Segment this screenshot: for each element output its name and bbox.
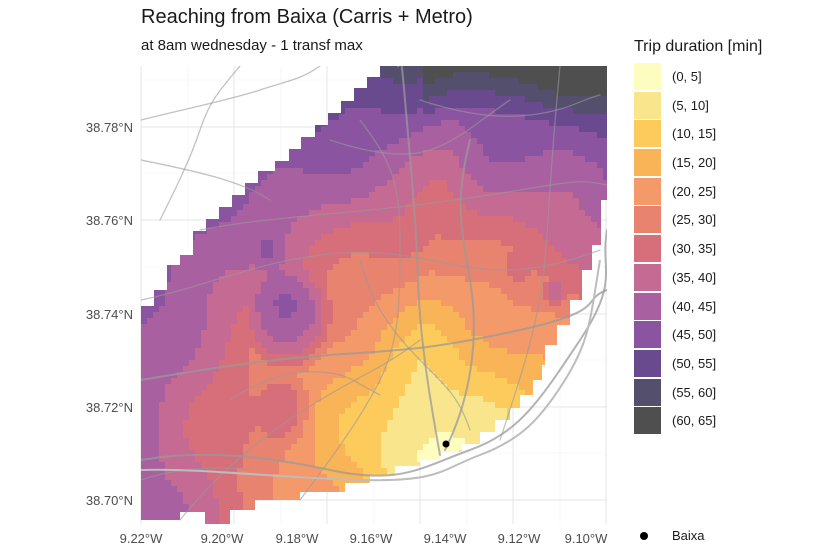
x-tick-label: 9.14°W [424, 531, 468, 546]
legend-label: (45, 50] [672, 327, 717, 343]
y-axis-labels: 38.78°N 38.76°N 38.74°N 38.72°N 38.70°N [86, 120, 133, 508]
legend-item: (35, 40] [634, 263, 784, 293]
y-tick-label: 38.76°N [86, 213, 133, 228]
y-tick-label: 38.74°N [86, 307, 133, 322]
legend-item: (55, 60] [634, 378, 784, 408]
legend-label: (55, 60] [672, 384, 717, 400]
legend-label: (15, 20] [672, 155, 717, 171]
x-tick-label: 9.22°W [120, 531, 164, 546]
legend-swatch [634, 149, 661, 177]
x-tick-label: 9.20°W [201, 531, 245, 546]
legend-item: (50, 55] [634, 349, 784, 379]
origin-point-baixa[interactable] [442, 440, 450, 448]
legend-label: (50, 55] [672, 355, 717, 371]
legend-item: (30, 35] [634, 235, 784, 264]
legend-item: (10, 15] [634, 120, 784, 149]
legend-item: (45, 50] [634, 321, 784, 350]
legend-label: (40, 45] [672, 298, 717, 314]
legend-items: (0, 5] (5, 10] (10, 15] (15, 20] (20, 25] (25… [634, 63, 784, 436]
legend-swatch [634, 407, 661, 435]
y-tick-label: 38.78°N [86, 120, 133, 135]
point-legend-label: Baixa [672, 528, 705, 543]
legend-swatch [634, 63, 661, 90]
legend-item: (5, 10] [634, 91, 784, 121]
chart-subtitle: at 8am wednesday - 1 transf max [141, 37, 363, 54]
legend-swatch [634, 321, 661, 349]
x-tick-label: 9.16°W [350, 531, 394, 546]
legend-title: Trip duration [min] [634, 38, 763, 55]
x-tick-label: 9.10°W [565, 531, 609, 546]
road-network [141, 66, 607, 521]
x-tick-label: 9.18°W [276, 531, 320, 546]
legend-swatch [634, 120, 661, 148]
legend-item: (25, 30] [634, 206, 784, 235]
legend-label: (35, 40] [672, 269, 717, 285]
legend-swatch [634, 292, 661, 320]
legend-swatch [634, 378, 661, 406]
legend-swatch [634, 206, 661, 234]
legend: Trip duration [min] (0, 5] (5, 10] (10, 15… [634, 37, 784, 436]
legend-item: (0, 5] [634, 63, 784, 92]
legend-item: (60, 65] [634, 407, 784, 436]
legend-swatch [634, 263, 661, 291]
legend-label: (5, 10] [672, 97, 709, 113]
isochrone-region [141, 66, 607, 524]
legend-label: (0, 5] [672, 69, 702, 84]
legend-item: (15, 20] [634, 149, 784, 178]
legend-item: (20, 25] [634, 177, 784, 207]
legend-label: (20, 25] [672, 183, 717, 199]
point-legend-dot [640, 532, 648, 540]
x-tick-label: 9.12°W [498, 531, 542, 546]
legend-swatch [634, 177, 661, 205]
legend-swatch [634, 235, 661, 263]
y-tick-label: 38.72°N [86, 400, 133, 415]
legend-label: (10, 15] [672, 126, 717, 142]
legend-label: (25, 30] [672, 212, 717, 228]
chart-title: Reaching from Baixa (Carris + Metro) [141, 6, 473, 28]
legend-swatch [634, 349, 661, 377]
legend-swatch [634, 91, 661, 119]
legend-item: (40, 45] [634, 292, 784, 322]
x-axis-labels: 9.22°W 9.20°W 9.18°W 9.16°W 9.14°W 9.12°W 9.10… [120, 531, 609, 546]
y-tick-label: 38.70°N [86, 493, 133, 508]
legend-label: (30, 35] [672, 241, 717, 257]
legend-label: (60, 65] [672, 413, 717, 429]
